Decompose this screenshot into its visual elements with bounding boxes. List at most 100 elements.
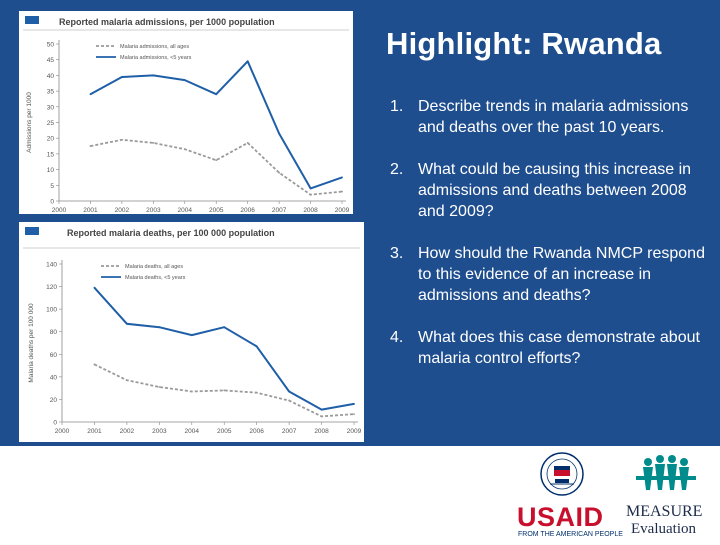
question-text: What does this case demonstrate about ma… [418, 329, 700, 367]
question-item: 4. What does this case demonstrate about… [390, 327, 710, 369]
y-tick-label: 0 [50, 199, 54, 206]
y-tick-label: 20 [50, 397, 58, 404]
data-point [120, 76, 123, 78]
data-point [278, 132, 281, 135]
question-item: 3. How should the Rwanda NMCP respond to… [390, 243, 710, 306]
question-item: 2. What could be causing this increase i… [390, 159, 710, 222]
data-point [93, 286, 96, 289]
x-tick-label: 2002 [120, 428, 135, 435]
logo-footer: USAID FROM THE AMERICAN PEOPLE MEASURE E… [0, 446, 720, 540]
series-line-0 [90, 138, 343, 196]
x-tick-label: 2004 [185, 428, 200, 435]
question-text: How should the Rwanda NMCP respond to th… [418, 245, 705, 304]
legend-label: Malaria admissions, all ages [120, 44, 189, 50]
data-point [190, 334, 193, 336]
data-point [255, 345, 258, 348]
y-tick-label: 0 [53, 420, 57, 427]
legend-label: Malaria deaths, <5 years [125, 275, 186, 281]
data-point [320, 408, 323, 411]
admissions-chart-card: Reported malaria admissions, per 1000 po… [19, 11, 353, 214]
series-line-1 [89, 60, 343, 190]
x-tick-label: 2007 [282, 428, 297, 435]
x-tick-label: 2006 [249, 428, 264, 435]
x-tick-label: 2001 [83, 207, 98, 214]
y-tick-label: 45 [47, 57, 55, 64]
x-tick-label: 2000 [55, 428, 70, 435]
data-point [223, 326, 226, 329]
x-tick-label: 2001 [87, 428, 102, 435]
measure-wordmark: MEASURE [626, 503, 702, 520]
x-tick-label: 2007 [272, 207, 287, 214]
usaid-tagline: FROM THE AMERICAN PEOPLE [518, 531, 623, 538]
data-point [246, 60, 249, 63]
y-tick-label: 10 [47, 167, 55, 174]
chart-header-swatch [25, 16, 39, 24]
data-point [125, 379, 128, 382]
data-point [190, 390, 193, 393]
data-point [89, 145, 92, 147]
data-point [341, 190, 343, 193]
data-point [353, 413, 355, 415]
chart-title: Reported malaria admissions, per 1000 po… [59, 17, 275, 27]
question-number: 2. [390, 161, 404, 178]
data-point [93, 363, 96, 366]
x-tick-label: 2008 [303, 207, 318, 214]
x-tick-label: 2004 [178, 207, 193, 214]
slide-title: Highlight: Rwanda [386, 26, 662, 61]
series-line-0 [94, 363, 355, 418]
chart-header-swatch [25, 227, 39, 235]
deaths-chart: Reported malaria deaths, per 100 000 pop… [23, 227, 362, 435]
usaid-wordmark: USAID [517, 502, 604, 532]
data-point [223, 389, 226, 392]
x-tick-label: 2002 [115, 207, 130, 214]
question-item: 1. Describe trends in malaria admissions… [390, 96, 710, 138]
measure-people-icon [636, 455, 696, 490]
y-tick-label: 25 [47, 120, 55, 127]
y-tick-label: 120 [46, 284, 57, 291]
data-point [288, 399, 291, 402]
data-point [158, 386, 161, 388]
question-number: 3. [390, 245, 404, 262]
data-point [309, 193, 312, 196]
y-axis-label: Malaria deaths per 100 000 [28, 303, 35, 383]
question-text: What could be causing this increase in a… [418, 161, 692, 220]
usaid-seal-icon [540, 452, 584, 496]
chart-title: Reported malaria deaths, per 100 000 pop… [67, 228, 275, 238]
y-tick-label: 35 [47, 89, 55, 96]
admissions-chart: Reported malaria admissions, per 1000 po… [23, 16, 350, 214]
data-point [278, 171, 281, 174]
data-point [158, 326, 161, 329]
x-tick-label: 2008 [314, 428, 329, 435]
question-number: 1. [390, 98, 404, 115]
data-point [183, 79, 186, 82]
legend-label: Malaria deaths, all ages [125, 264, 183, 270]
question-number: 4. [390, 329, 404, 346]
y-tick-label: 15 [47, 151, 55, 158]
y-tick-label: 5 [50, 183, 54, 190]
x-tick-label: 2000 [52, 207, 67, 214]
data-point [89, 93, 92, 96]
y-tick-label: 20 [47, 136, 55, 143]
data-point [215, 159, 218, 162]
question-text: Describe trends in malaria admissions an… [418, 98, 689, 136]
data-point [309, 187, 312, 190]
data-point [120, 138, 123, 141]
y-tick-label: 60 [50, 352, 58, 359]
logo-strip: USAID FROM THE AMERICAN PEOPLE MEASURE E… [517, 452, 702, 538]
y-tick-label: 140 [46, 262, 57, 269]
data-point [320, 415, 323, 418]
y-tick-label: 100 [46, 307, 57, 314]
y-tick-label: 40 [50, 374, 58, 381]
legend-label: Malaria admissions, <5 years [120, 55, 192, 61]
evaluation-wordmark: Evaluation [631, 521, 696, 537]
series-line-1 [93, 287, 355, 411]
data-point [341, 176, 343, 179]
x-tick-label: 2006 [240, 207, 255, 214]
question-list: 1. Describe trends in malaria admissions… [390, 96, 710, 390]
x-tick-label: 2009 [335, 207, 350, 214]
x-tick-label: 2003 [146, 207, 161, 214]
x-tick-label: 2005 [209, 207, 224, 214]
data-point [183, 148, 186, 151]
x-tick-label: 2009 [347, 428, 362, 435]
data-point [152, 142, 155, 144]
